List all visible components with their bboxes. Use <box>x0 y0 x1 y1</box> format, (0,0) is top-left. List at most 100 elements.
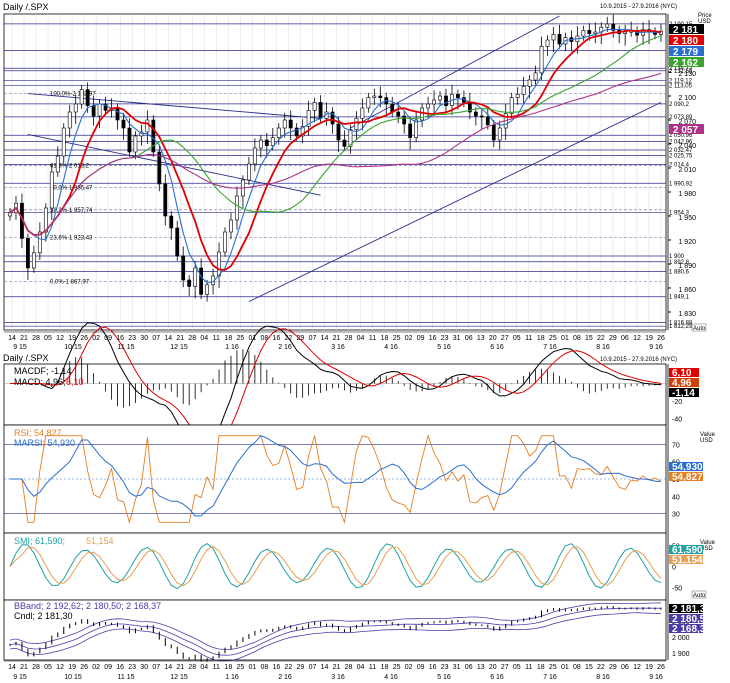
price-candle-body <box>85 89 90 106</box>
bband-value-badge-text: 2 180,5 <box>672 614 706 625</box>
rsi-value-badge-text: 54,827 <box>672 472 703 483</box>
bottom-x-tick-label: 11 <box>213 664 220 671</box>
bottom-x-tick-label: 27 <box>501 664 509 671</box>
price-x-tick-label: 11 <box>369 335 376 342</box>
price-level-label: 2 032,47 <box>669 148 693 154</box>
price-x-month-label: 9 16 <box>649 344 663 351</box>
macd-legend-1: MACDF; -1,14 <box>14 366 72 376</box>
price-x-tick-label: 28 <box>345 335 353 342</box>
price-candle-body <box>43 207 48 233</box>
price-candle-body <box>306 110 311 127</box>
price-level-label: 2 042,96 <box>669 140 693 146</box>
price-unit-sub: USD <box>698 19 711 25</box>
price-candle-body <box>229 219 233 233</box>
smi-y-tick-label: -50 <box>672 586 682 593</box>
bband-upper-line <box>9 602 662 650</box>
price-candle-body <box>360 107 365 119</box>
bottom-x-tick-label: 21 <box>20 664 28 671</box>
bottom-x-tick-label: 20 <box>489 664 497 671</box>
bottom-x-tick-label: 05 <box>44 664 52 671</box>
smi-signal-line <box>9 545 662 587</box>
price-x-tick-label: 16 <box>116 335 124 342</box>
price-value-badge <box>669 35 704 45</box>
price-x-tick-label: 11 <box>213 335 220 342</box>
bband-legend-2: Cndl; 2 181,30 <box>14 611 73 621</box>
bottom-x-tick-label: 12 <box>56 664 64 671</box>
price-x-tick-label: 11 <box>525 335 532 342</box>
price-y-tick-label: 1 860 <box>678 287 696 294</box>
price-candle-body <box>157 151 162 185</box>
bottom-x-tick-label: 19 <box>68 664 76 671</box>
price-candle-body <box>103 103 108 111</box>
price-candle-body <box>426 103 430 109</box>
bband-value-badge-text: 2 168,3 <box>672 624 706 635</box>
bottom-x-tick-label: 16 <box>273 664 281 671</box>
price-level-label: 2 131,55 <box>669 69 693 75</box>
price-x-tick-label: 04 <box>200 335 208 342</box>
macd-value-badge-text: 4,96 <box>672 378 692 389</box>
price-candle-body <box>276 127 281 138</box>
bottom-x-tick-label: 02 <box>405 664 413 671</box>
price-candle-body <box>73 103 78 113</box>
price-x-tick-label: 20 <box>489 335 497 342</box>
price-x-tick-label: 28 <box>188 335 196 342</box>
bottom-x-tick-label: 23 <box>128 664 136 671</box>
price-candle-body <box>336 123 341 141</box>
price-y-tick-label: 2 130 <box>678 71 696 78</box>
bband-panel: BBand; 2 192,62; 2 180,50; 2 168,37Cndl;… <box>3 599 706 662</box>
macd-value-badge-text: -1,14 <box>672 388 695 399</box>
price-x-tick-label: 23 <box>441 335 449 342</box>
price-candle-body <box>151 119 156 153</box>
fib-level-label: 23,6%-1 923,43 <box>50 235 93 241</box>
price-candle-body <box>551 34 556 41</box>
price-level-label: 1 954,3 <box>669 211 690 217</box>
price-x-tick-label: 05 <box>513 335 521 342</box>
price-candle-body <box>79 89 84 105</box>
price-x-tick-label: 29 <box>297 335 305 342</box>
price-x-tick-label: 31 <box>453 335 461 342</box>
bband-y-tick-label: 2 000 <box>672 635 690 642</box>
bottom-x-month-label: 10 15 <box>64 674 82 681</box>
bottom-x-tick-label: 14 <box>164 664 172 671</box>
bottom-x-tick-label: 22 <box>597 664 605 671</box>
price-x-month-label: 5 16 <box>437 344 451 351</box>
bottom-x-month-label: 8 16 <box>596 674 610 681</box>
price-candle-body <box>223 231 227 253</box>
price-candle-body <box>545 39 550 47</box>
price-candle-body <box>181 255 186 281</box>
price-x-tick-label: 21 <box>176 335 184 342</box>
macd-panel-frame <box>3 363 667 426</box>
bottom-x-tick-label: 26 <box>657 664 665 671</box>
price-auto-button[interactable] <box>691 323 707 332</box>
rsi-value-badge <box>669 472 703 481</box>
price-candle-body <box>539 46 544 74</box>
bottom-x-month-label: 9 15 <box>13 674 27 681</box>
chart-title: Daily /.SPX <box>3 2 49 12</box>
price-level-label: 2 050,96 <box>669 133 693 139</box>
price-candle-body <box>402 115 407 125</box>
macd-value-badge <box>669 368 699 377</box>
price-x-month-label: 12 15 <box>170 344 188 351</box>
bottom-x-tick-label: 08 <box>260 664 268 671</box>
trendline-channel-upper <box>350 15 560 129</box>
bband-value-badge-text: 2 181,3 <box>672 604 706 615</box>
price-x-tick-label: 18 <box>224 335 232 342</box>
smi-auto-button[interactable] <box>691 590 707 599</box>
price-y-tick-label: 2 070 <box>678 119 696 126</box>
price-x-tick-label: 22 <box>285 335 293 342</box>
macd-y-tick-label: -20 <box>672 399 682 406</box>
price-candle-body <box>187 279 192 287</box>
bottom-x-month-label: 5 16 <box>437 674 451 681</box>
bband-lower-line <box>9 612 662 662</box>
rsi-y-tick-label: 40 <box>672 494 680 501</box>
price-candle-body <box>37 231 42 254</box>
bband-middle-line <box>9 607 662 656</box>
price-candle-body <box>318 102 323 119</box>
bottom-x-tick-label: 01 <box>561 664 569 671</box>
macd-line <box>10 322 662 450</box>
price-y-tick-label: 2 010 <box>678 167 696 174</box>
trendline-lower-down <box>27 133 321 196</box>
rsi-value-badge-text: 54,930 <box>672 462 703 473</box>
price-candle-body <box>145 119 150 133</box>
